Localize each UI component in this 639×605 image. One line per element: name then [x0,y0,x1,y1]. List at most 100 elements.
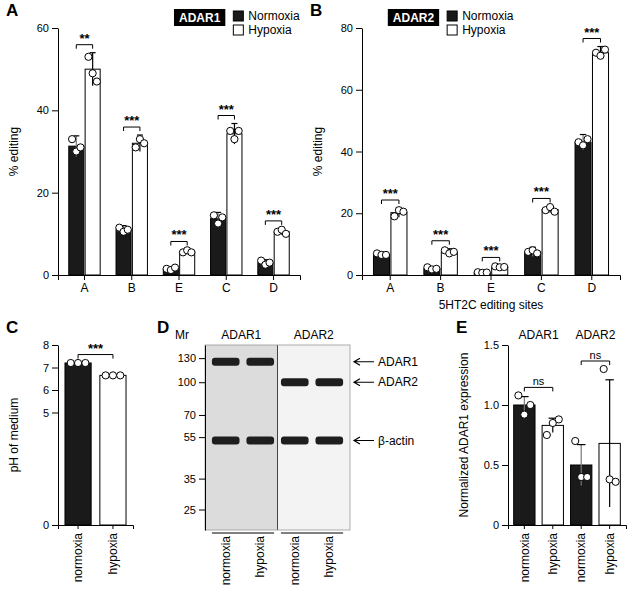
panel-letter: A [6,1,18,20]
data-point [219,214,226,221]
data-point [584,136,591,143]
y-tick: 1.0 [484,399,508,411]
x-tick: hypoxia [603,525,617,574]
y-axis-title: Normalized ADAR1 expression [457,353,471,518]
data-point [266,259,273,266]
panel: ADAR1ADAR2ADAR1ADAR2β-actin1301007055352… [157,318,418,585]
data-point [515,392,522,399]
data-point [521,411,528,418]
y-axis: 0204060 [37,22,59,281]
y-tick-label: 6 [43,384,49,396]
y-tick-mark [199,437,205,438]
significance-label: *** [219,102,235,117]
x-tick: E [487,275,495,295]
bar [391,213,407,275]
data-point [400,208,407,215]
y-tick: 8 [43,339,58,351]
x-tick: E [175,275,183,295]
data-point [85,53,92,60]
y-tick: 100 [178,376,205,388]
y-tick: 80 [341,22,362,34]
y-tick-mark [502,345,508,346]
x-tick-mark [581,525,582,529]
y-axis-line [58,346,59,526]
x-tick-label: hypoxia [603,533,617,575]
y-tick: 60 [37,22,58,34]
data-point [93,78,100,85]
band [315,378,343,386]
data-point [483,269,490,275]
data-point [534,250,541,257]
significance-label: ns [533,375,545,387]
x-tick-label: B [437,281,445,295]
y-tick-mark [52,390,58,391]
panel: 020406080ABECD5HT2C editing sites% editi… [310,1,621,312]
x-tick-mark [609,525,610,529]
panel: 0204060ABECD% editingA**************ADAR… [6,1,301,295]
data-point [102,372,109,379]
x-tick: hypoxia [546,525,560,574]
y-tick-label: 20 [341,207,353,219]
x-tick-label: hypoxia [106,533,120,575]
x-tick-label: B [128,281,136,295]
y-tick-label: 1.5 [484,339,499,351]
x-axis: normoxiahypoxianormoxiahypoxia [509,525,627,582]
x-tick-mark [112,525,113,529]
y-axis-title: % editing [311,127,325,176]
y-axis-line [508,346,509,526]
y-tick-label: 0.5 [484,459,499,471]
x-tick-mark [552,525,553,529]
band [212,358,240,366]
x-axis-line [59,526,134,530]
data-point [109,372,116,379]
blot-area [205,345,350,530]
significance-label: *** [171,227,187,242]
y-tick: 55 [184,431,205,443]
band-label: ADAR2 [378,375,418,389]
y-axis: 020406080 [341,22,363,281]
error-bar-cap [577,444,586,445]
y-tick: 25 [184,504,205,516]
title-box: ADAR1 [174,9,225,26]
significance-label: *** [88,341,104,356]
x-tick: B [128,275,136,295]
data-point [572,437,579,444]
band [315,437,343,445]
bar [100,375,126,525]
y-tick: 60 [341,84,362,96]
x-tick: hypoxia [106,525,120,574]
x-tick-label: E [487,281,495,295]
y-tick-label: 60 [341,84,353,96]
lane-label: hypoxia [253,536,267,578]
error-bar-cap [231,123,237,124]
significance-label: *** [534,184,550,199]
x-tick-label: A [80,281,88,295]
x-tick-label: hypoxia [546,533,560,575]
x-tick-mark [390,275,391,280]
band-arrow [354,437,374,444]
y-tick: 6 [43,384,58,396]
y-axis-line [58,29,59,276]
x-axis-title: 5HT2C editing sites [439,298,544,312]
group-label: ADAR1 [519,328,559,342]
plot-area [65,359,126,525]
y-tick-mark [52,525,58,526]
bar [542,210,558,275]
error-bar-cap [605,379,614,380]
y-tick-mark [199,358,205,359]
y-tick: 20 [341,207,362,219]
x-tick-mark [84,275,85,280]
bar [132,143,147,275]
y-axis-line [205,346,206,531]
legend: ADAR2NormoxiaHypoxia [388,9,514,37]
lane-label: normoxia [288,536,302,586]
x-tick-mark [541,275,542,280]
x-tick-mark [273,275,274,280]
significance-label: ns [590,349,602,361]
data-point [555,416,562,423]
data-point [210,212,217,219]
y-tick: 7 [43,362,58,374]
y-tick-label: 0 [43,519,49,531]
x-tick-label: C [537,281,546,295]
y-axis-title: % editing [7,127,21,176]
